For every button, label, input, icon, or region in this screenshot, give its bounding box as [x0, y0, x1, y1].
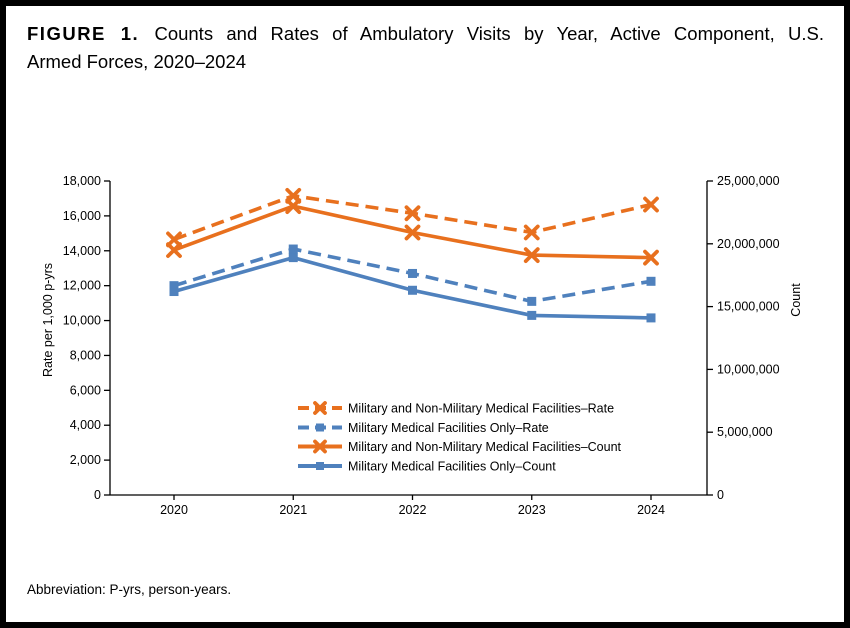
line-chart: 0 2,000 4,000 6,000 8,000 10,000 12,000 14,000 1… [41, 174, 803, 517]
x-axis-tick-label: 2023 [518, 503, 546, 517]
x-marker [285, 187, 302, 204]
legend-label: Military and Non-Military Medical Facili… [348, 440, 622, 454]
left-axis-tick-label: 8,000 [70, 348, 101, 362]
square-marker [169, 281, 179, 291]
left-axis-tick-label: 10,000 [63, 314, 101, 328]
x-marker [523, 224, 540, 241]
figure-title-text: Counts and Rates of Ambulatory Visits by… [154, 23, 825, 44]
x-marker [643, 196, 659, 213]
figure-label: FIGURE 1. [27, 23, 140, 44]
x-axis-tick-label: 2024 [637, 503, 665, 517]
chart-legend: Military and Non-Military Medical Facili… [298, 401, 622, 474]
legend-label: Military Medical Facilities Only–Rate [348, 421, 549, 435]
legend-item: Military and Non-Military Medical Facili… [298, 401, 614, 416]
figure-title-line1: FIGURE 1. Counts and Rates of Ambulatory… [27, 20, 824, 48]
left-axis-tick-label: 4,000 [70, 418, 101, 432]
right-axis-title: Count [789, 283, 803, 317]
x-marker [166, 231, 182, 248]
figure-title-line2: Armed Forces, 2020–2024 [27, 51, 247, 72]
left-axis-tick-label: 2,000 [70, 453, 101, 467]
x-marker [404, 205, 421, 222]
x-axis-tick-label: 2022 [399, 503, 427, 517]
series-2 [169, 244, 656, 306]
x-axis-tick-label: 2021 [279, 503, 307, 517]
left-axis: 0 2,000 4,000 6,000 8,000 10,000 12,000 14,000 1… [63, 174, 110, 502]
legend-label: Military Medical Facilities Only–Count [348, 460, 556, 474]
left-axis-tick-label: 16,000 [63, 209, 101, 223]
figure-title: FIGURE 1. Counts and Rates of Ambulatory… [27, 20, 824, 76]
square-marker [288, 253, 298, 263]
right-axis-tick-label: 5,000,000 [717, 425, 773, 439]
legend-item: Military and Non-Military Medical Facili… [298, 439, 622, 454]
axes [109, 181, 708, 496]
left-axis-tick-label: 12,000 [63, 279, 101, 293]
left-axis-tick-label: 0 [94, 488, 101, 502]
square-marker [408, 268, 417, 278]
x-marker [523, 247, 540, 264]
right-axis-tick-label: 20,000,000 [717, 237, 780, 251]
square-marker [316, 462, 324, 470]
series-3 [166, 198, 659, 266]
square-marker [646, 313, 656, 323]
x-marker [404, 224, 421, 241]
right-axis-tick-label: 15,000,000 [717, 300, 780, 314]
left-axis-tick-label: 18,000 [63, 174, 101, 188]
square-marker [646, 276, 656, 286]
right-axis-tick-label: 0 [717, 488, 724, 502]
square-marker [169, 287, 179, 297]
series-1 [166, 187, 659, 248]
legend-item: Military Medical Facilities Only–Count [298, 460, 556, 474]
x-marker [313, 439, 327, 454]
x-marker [643, 249, 659, 266]
square-marker [288, 244, 298, 254]
left-axis-tick-label: 14,000 [63, 244, 101, 258]
left-axis-title: Rate per 1,000 p-yrs [41, 263, 55, 377]
legend-label: Military and Non-Military Medical Facili… [348, 402, 614, 416]
square-marker [408, 285, 417, 295]
legend-item: Military Medical Facilities Only–Rate [298, 421, 549, 435]
series-4 [169, 253, 656, 323]
left-axis-tick-label: 6,000 [70, 383, 101, 397]
x-marker [313, 401, 327, 415]
right-axis-tick-label: 10,000,000 [717, 362, 780, 376]
x-axis: 2020 2021 2022 2023 2024 [160, 495, 665, 517]
abbreviation-note: Abbreviation: P-yrs, person-years. [27, 582, 232, 597]
square-marker [316, 423, 324, 432]
right-axis-tick-label: 25,000,000 [717, 174, 780, 188]
right-axis: 0 5,000,000 10,000,000 15,000,000 20,000,000… [707, 174, 780, 502]
square-marker [527, 296, 537, 306]
x-axis-tick-label: 2020 [160, 503, 188, 517]
square-marker [527, 310, 537, 320]
